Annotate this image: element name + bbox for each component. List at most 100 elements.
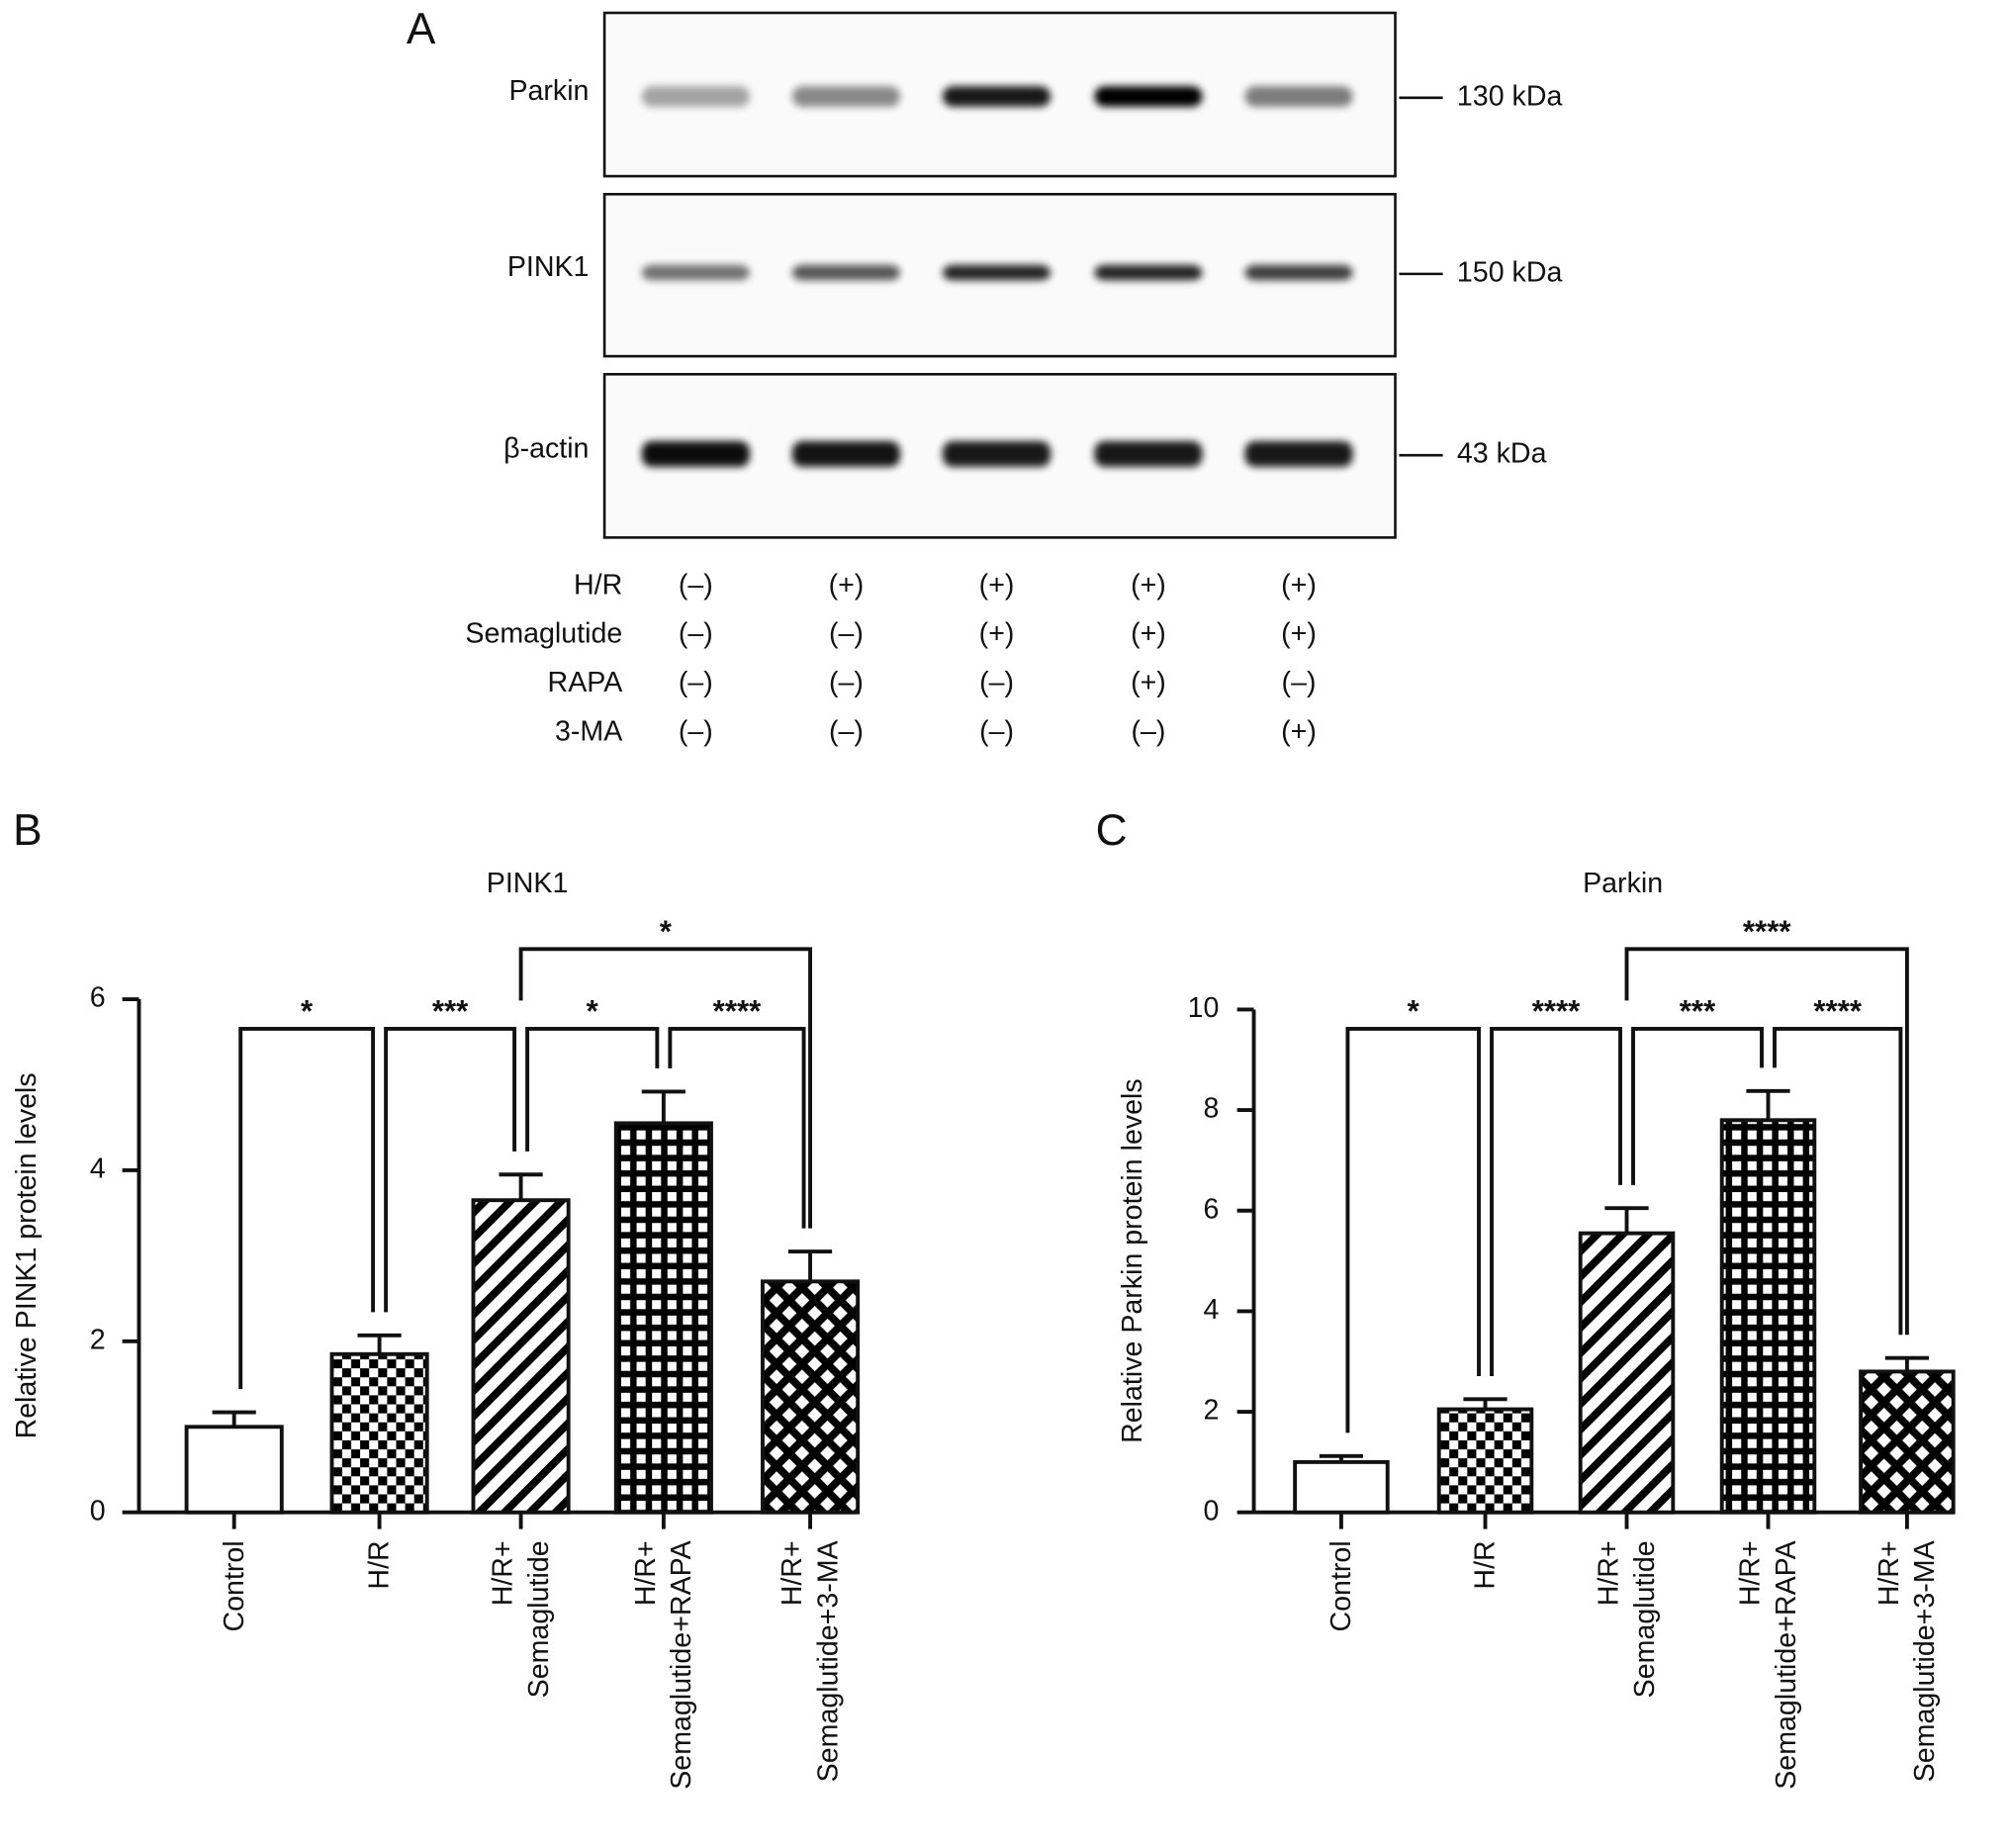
significance-label: * [660, 914, 673, 949]
significance-label: **** [1743, 914, 1791, 949]
treatment-state: (+) [1281, 716, 1317, 748]
band [942, 86, 1051, 107]
band [641, 86, 750, 107]
treatment-state: (+) [829, 569, 865, 601]
significance-bracket [1490, 1026, 1622, 1376]
y-tick-label: 2 [90, 1324, 106, 1355]
y-tick-label: 4 [1204, 1294, 1220, 1326]
treatment-name: 3-MA [555, 716, 622, 748]
bar [1293, 1459, 1390, 1515]
bar [184, 1425, 284, 1515]
significance-bracket [518, 947, 813, 1229]
treatment-state: (–) [829, 667, 864, 698]
x-tick-label: H/R+ Semaglutide [486, 1540, 555, 1699]
bar [1719, 1118, 1817, 1515]
significance-label: * [301, 994, 314, 1029]
y-axis-label: Relative Parkin protein levels [1117, 1078, 1148, 1443]
band [1244, 440, 1353, 467]
y-tick-label: 10 [1188, 992, 1220, 1024]
treatment-state: (–) [829, 618, 864, 650]
y-tick-label: 0 [1204, 1495, 1220, 1526]
treatment-state: (+) [1131, 618, 1166, 650]
treatment-state: (+) [979, 569, 1015, 601]
x-tick-label: Control [1325, 1540, 1357, 1632]
treatment-state: (–) [679, 716, 713, 748]
band [1244, 86, 1353, 107]
treatment-state: (+) [1131, 667, 1166, 698]
significance-bracket [238, 1026, 376, 1390]
treatment-state: (–) [829, 716, 864, 748]
panel-letter: C [1096, 806, 1128, 855]
chart-title: Parkin [1583, 868, 1663, 899]
significance-label: *** [1680, 994, 1716, 1029]
band [1094, 86, 1203, 107]
marker-size: 130 kDa [1457, 80, 1563, 112]
treatment-state: (+) [1281, 569, 1317, 601]
marker-size: 150 kDa [1457, 256, 1563, 288]
panel-letter: A [407, 5, 436, 53]
significance-label: * [1408, 994, 1420, 1029]
bar [1436, 1407, 1534, 1515]
x-tick-label: H/R+ Semaglutide+3-MA [775, 1540, 844, 1783]
significance-label: * [587, 994, 599, 1029]
band [641, 264, 750, 281]
significance-bracket [668, 1026, 806, 1229]
band [791, 264, 901, 281]
significance-label: *** [432, 994, 469, 1029]
y-tick-label: 0 [90, 1495, 106, 1526]
significance-bracket [1631, 1026, 1764, 1185]
bar [613, 1121, 713, 1515]
significance-label: **** [713, 994, 762, 1029]
x-tick-label: H/R+ Semaglutide+RAPA [1733, 1540, 1802, 1790]
significance-bracket [384, 1026, 517, 1313]
significance-bracket [1624, 947, 1909, 1336]
protein-name: PINK1 [507, 251, 590, 283]
treatment-state: (+) [1281, 618, 1317, 650]
x-tick-label: H/R [362, 1540, 396, 1590]
x-tick-label: H/R+ Semaglutide+3-MA [1872, 1540, 1941, 1783]
treatment-name: H/R [574, 569, 622, 601]
band [1094, 440, 1203, 467]
x-tick-label: H/R [1468, 1540, 1502, 1590]
bar [471, 1198, 571, 1515]
treatment-state: (–) [679, 569, 713, 601]
y-axis-label: Relative PINK1 protein levels [11, 1072, 43, 1438]
y-tick-label: 2 [1204, 1395, 1220, 1427]
significance-bracket [1345, 1026, 1481, 1433]
band [1244, 264, 1353, 281]
band [791, 440, 901, 467]
treatment-state: (–) [679, 667, 713, 698]
bar [761, 1279, 861, 1515]
treatment-name: Semaglutide [465, 618, 622, 650]
y-tick-label: 6 [1204, 1193, 1220, 1225]
x-tick-label: H/R+ Semaglutide+RAPA [628, 1540, 697, 1790]
panel-letter: B [13, 806, 42, 855]
treatment-state: (–) [679, 618, 713, 650]
band [791, 86, 901, 107]
band [641, 440, 750, 467]
protein-name: Parkin [508, 75, 589, 107]
significance-bracket [525, 1026, 660, 1152]
treatment-state: (+) [979, 618, 1015, 650]
x-tick-label: Control [217, 1540, 250, 1632]
band [1094, 264, 1203, 281]
band [942, 264, 1051, 281]
chart-title: PINK1 [487, 868, 569, 899]
y-tick-label: 4 [90, 1153, 106, 1184]
significance-bracket [1773, 1026, 1903, 1336]
protein-name: β-actin [503, 433, 589, 465]
treatment-name: RAPA [548, 667, 623, 698]
significance-label: **** [1532, 994, 1581, 1029]
x-tick-label: H/R+ Semaglutide [1592, 1540, 1661, 1699]
y-tick-label: 8 [1204, 1093, 1220, 1125]
treatment-state: (–) [979, 667, 1014, 698]
bar [1578, 1231, 1676, 1515]
marker-size: 43 kDa [1457, 438, 1547, 470]
significance-label: **** [1813, 994, 1862, 1029]
bar [329, 1351, 429, 1515]
treatment-state: (–) [1282, 667, 1317, 698]
y-tick-label: 6 [90, 982, 106, 1014]
treatment-state: (–) [979, 716, 1014, 748]
